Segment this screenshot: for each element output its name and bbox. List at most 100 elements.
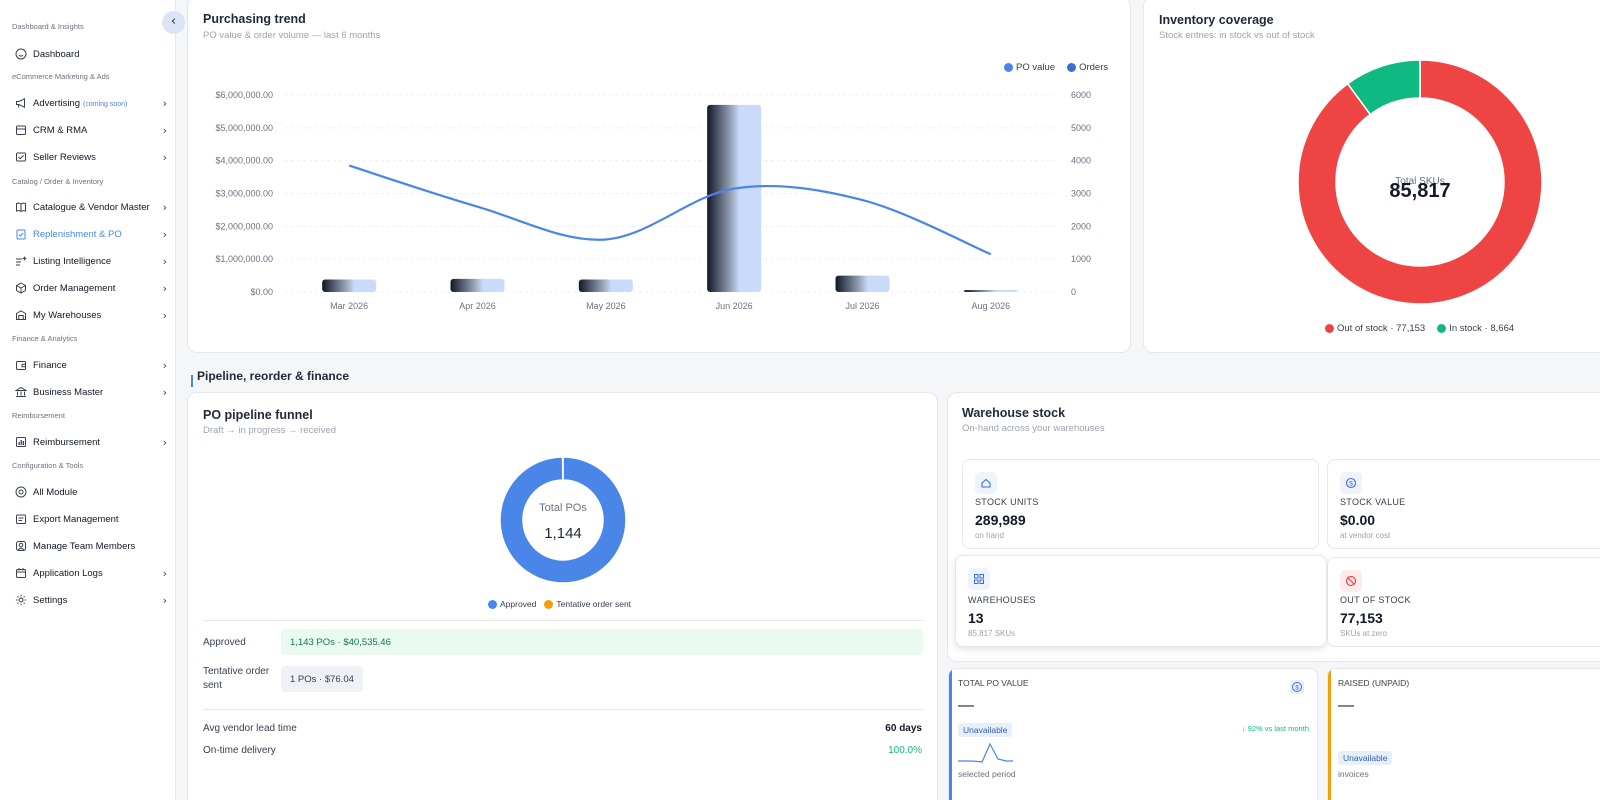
x-tick-label: Jun 2026 [716, 301, 753, 311]
y-right-tick-label: 2000 [1071, 221, 1091, 231]
sidebar-item-label: Replenishment & PO [33, 229, 157, 240]
chevron-right-icon: › [162, 254, 167, 268]
tile-value: 77,153 [1340, 610, 1383, 626]
chevron-right-icon: › [162, 150, 167, 164]
section-accent-bar [191, 375, 193, 387]
sidebar-item-listing-intelligence[interactable]: Listing Intelligence › [15, 253, 167, 269]
legend-item-orders[interactable]: Orders [1067, 62, 1108, 73]
sidebar-item-label: Application Logs [33, 568, 157, 579]
megaphone-icon [15, 97, 27, 109]
book-icon [15, 201, 27, 213]
purchasing-trend-card [187, 0, 1131, 353]
sidebar-item-text: Replenishment & PO [33, 228, 122, 240]
sidebar: Dashboard & Insights Dashboard eCommerce M… [0, 0, 176, 800]
kpi-badge: Unavailable [1338, 751, 1393, 765]
purchasing-trend-title: Purchasing trend [203, 12, 306, 26]
sidebar-item-crm-rma[interactable]: CRM & RMA › [15, 122, 167, 138]
legend-item-in-stock[interactable]: In stock · 8,664 [1437, 323, 1514, 334]
funnel-bar-tentative[interactable]: 1 POs · $76.04 [281, 666, 363, 692]
legend-item-out-of-stock[interactable]: Out of stock · 77,153 [1325, 323, 1425, 334]
warehouse-stock-title: Warehouse stock [962, 406, 1066, 420]
legend-item-tentative[interactable]: Tentative order sent [544, 599, 631, 609]
po-center-value: 1,144 [544, 525, 582, 542]
clipboard-check-icon [15, 228, 27, 240]
sidebar-item-reimbursement[interactable]: Reimbursement › [15, 434, 167, 450]
sidebar-item-label: Seller Reviews [33, 152, 157, 163]
sidebar-item-order-management[interactable]: Order Management › [15, 280, 167, 296]
legend-dot [488, 599, 497, 609]
divider [203, 709, 923, 710]
legend-item-po-value[interactable]: PO value [1004, 62, 1055, 73]
kpi-value: — [1338, 697, 1354, 714]
sidebar-item-application-logs[interactable]: Application Logs › [15, 565, 167, 581]
svg-text:$: $ [1349, 480, 1353, 487]
metric-value-lead-time: 60 days [885, 723, 922, 734]
sidebar-item-text: Settings [33, 594, 68, 606]
kpi-total-po-value[interactable]: TOTAL PO VALUE $ — Unavailable ↓ 92% vs … [948, 668, 1318, 800]
sidebar-item-business-master[interactable]: Business Master › [15, 384, 167, 400]
sidebar-item-text: Application Logs [33, 567, 103, 579]
sidebar-item-finance[interactable]: Finance › [15, 357, 167, 373]
sidebar-item-settings[interactable]: Settings › [15, 592, 167, 608]
tile-out-of-stock[interactable]: OUT OF STOCK 77,153 SKUs at zero [1327, 557, 1600, 647]
section-header: Pipeline, reorder & finance [197, 369, 350, 383]
kpi-accent-bar [949, 669, 952, 800]
y-left-tick-label: $4,000,000.00 [215, 156, 273, 166]
review-icon [15, 151, 27, 163]
y-right-tick-label: 0 [1071, 287, 1076, 297]
funnel-bar-approved[interactable]: 1,143 POs · $40,535.46 [281, 629, 923, 655]
sidebar-item-export-management[interactable]: Export Management [15, 511, 167, 527]
dollar-icon: $ [1340, 472, 1362, 494]
chevron-right-icon: › [162, 435, 167, 449]
chevron-right-icon: › [162, 96, 167, 110]
legend-label: Orders [1079, 62, 1109, 73]
inventory-slice-out-of-stock[interactable] [1297, 59, 1543, 305]
metric-label-lead-time: Avg vendor lead time [203, 723, 297, 734]
legend-dot [1004, 63, 1013, 72]
y-left-tick-label: $5,000,000.00 [215, 123, 273, 133]
sidebar-item-dashboard[interactable]: Dashboard [15, 46, 167, 62]
legend-label: Approved [500, 599, 537, 609]
sidebar-item-label: Order Management [33, 283, 157, 294]
kpi-raised-unpaid[interactable]: RAISED (UNPAID) — Unavailable invoices [1327, 668, 1600, 800]
sparkle-list-icon [15, 255, 27, 267]
warehouse-icon [15, 309, 27, 321]
purchasing-trend-chart: $0.00 0 $1,000,000.00 1000 $2,000,000.00 2000… [215, 90, 1091, 311]
tile-label: WAREHOUSES [968, 595, 1036, 605]
sidebar-item-label: My Warehouses [33, 310, 157, 321]
po-funnel-legend: Approved Tentative order sent [488, 599, 631, 609]
export-icon [15, 513, 27, 525]
legend-label: Out of stock · 77,153 [1337, 323, 1426, 334]
cube-icon [15, 282, 27, 294]
po-center-label: Total POs [539, 502, 587, 514]
sidebar-item-my-warehouses[interactable]: My Warehouses › [15, 307, 167, 323]
legend-item-approved[interactable]: Approved [488, 599, 536, 609]
sidebar-item-catalogue-vendor-master[interactable]: Catalogue & Vendor Master › [15, 199, 167, 215]
sidebar-item-advertising[interactable]: Advertising (coming soon) › [15, 95, 167, 111]
y-right-tick-label: 6000 [1071, 90, 1091, 100]
sidebar-item-text: Business Master [33, 386, 104, 398]
sidebar-item-manage-team-members[interactable]: Manage Team Members [15, 538, 167, 554]
sidebar-item-label: Advertising (coming soon) [33, 98, 157, 109]
kpi-badge: Unavailable [958, 723, 1013, 737]
y-left-tick-label: $1,000,000.00 [215, 254, 273, 264]
tile-stock-value[interactable]: $ STOCK VALUE $0.00 at vendor cost [1327, 459, 1600, 549]
chart-icon [15, 436, 27, 448]
tile-warehouses[interactable]: WAREHOUSES 13 85,817 SKUs [955, 555, 1327, 647]
purchasing-trend-legend: PO value Orders [1004, 62, 1108, 73]
box-icon [15, 124, 27, 136]
y-left-tick-label: $3,000,000.00 [215, 189, 273, 199]
chart-bars [322, 104, 1018, 292]
sidebar-item-seller-reviews[interactable]: Seller Reviews › [15, 149, 167, 165]
po-funnel-slice-approved[interactable] [499, 456, 627, 584]
sidebar-item-replenishment-po[interactable]: Replenishment & PO › [15, 226, 167, 242]
sidebar-item-all-module[interactable]: All Module [15, 484, 167, 500]
kpi-label: TOTAL PO VALUE [958, 678, 1029, 688]
legend-label: PO value [1016, 62, 1056, 73]
sidebar-item-text: All Module [33, 486, 78, 498]
tile-stock-units[interactable]: STOCK UNITS 289,989 on hand [962, 459, 1319, 549]
inventory-slice-in-stock[interactable] [1346, 59, 1421, 116]
series-line-po-value [348, 164, 992, 256]
collapse-sidebar-button[interactable]: ‹ [162, 11, 185, 34]
tile-sub: SKUs at zero [1340, 629, 1388, 638]
